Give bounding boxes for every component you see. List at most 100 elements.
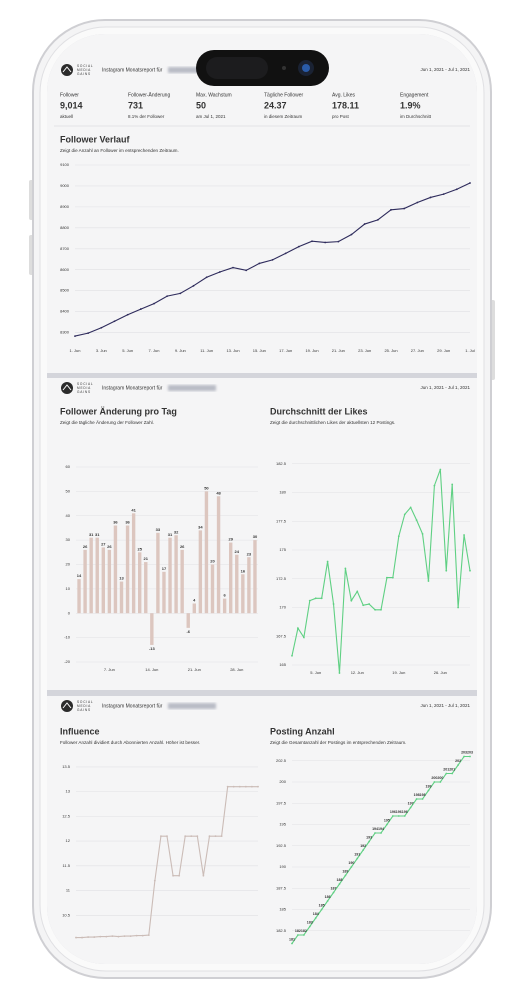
point [302,636,305,639]
stat-label: Max. Wachstum [196,92,232,98]
bar [119,581,124,614]
point [117,935,120,938]
y-tick-label: 8500 [60,288,70,293]
brand-text: GAINS [77,390,91,394]
point [386,823,388,826]
value-label: 184 [313,912,319,916]
point [363,223,366,225]
value-label: 4 [193,598,196,603]
point [226,785,229,788]
value-label: 31 [89,532,94,537]
bar [156,532,160,614]
y-tick-label: 175 [279,547,286,552]
bar [174,535,178,614]
value-label: 48 [216,490,221,495]
point [415,798,418,800]
value-label: 183 [307,920,313,924]
point [350,233,353,236]
value-label: 21 [144,556,149,561]
point [308,925,311,928]
value-label: 196 [402,810,408,814]
y-tick-label: 60 [66,464,71,469]
x-tick-label: 17. Jun [279,348,292,353]
x-tick-label: 12. Jun [351,670,364,675]
point [244,785,247,788]
y-tick-label: 180 [279,490,286,495]
value-label: 6 [224,593,227,598]
chart: Follower Verlauf Zeigt die Anzahl an Foll… [60,134,475,353]
point [344,874,347,877]
bar [95,537,99,614]
point [320,597,323,600]
logo [61,382,73,394]
bar [107,549,112,614]
y-tick-label: 30 [66,537,71,542]
point [218,271,221,273]
point [386,576,388,579]
point [172,874,174,877]
value-label: 26 [180,544,185,549]
value-label: 189 [342,869,348,873]
point [455,188,458,191]
chart-title: Posting Anzahl [270,726,335,736]
value-label: 203 [461,750,467,754]
point [362,849,365,851]
point [421,798,424,800]
chart: Posting Anzahl Zeigt die Gesamtanzahl der… [270,726,473,945]
value-label: 200 [437,776,443,780]
y-tick-label: 10.5 [62,912,71,917]
bar [162,571,166,614]
stat-value: 731 [128,100,143,110]
point [376,218,379,221]
point [356,857,359,860]
report-page [47,378,477,690]
x-tick-label: 3. Jun [96,348,107,353]
x-tick-label: 27. Jun [411,348,424,353]
point [113,320,116,323]
point [457,606,460,609]
value-label: 198 [414,793,420,797]
chart-title: Follower Verlauf [60,134,131,144]
y-tick-label: 182.5 [276,461,287,466]
point [135,934,138,937]
point [87,936,90,938]
stat-value: 9,014 [60,100,83,110]
brand-text: MEDIA [77,68,91,72]
stats: Follower 9,014 aktuell Follower-Änderung 731… [60,91,432,119]
stat-note: am Jul 1, 2021 [196,114,226,119]
point [469,755,471,758]
bar [222,598,227,614]
y-tick-label: 0 [68,610,71,615]
point [291,654,293,657]
report-title: Instagram Monatsreport für [102,385,163,391]
bar [125,525,130,614]
point [184,835,187,838]
y-tick-label: 177.5 [276,518,287,523]
point [427,580,430,582]
chart-title: Influence [60,726,100,736]
point [205,276,208,279]
point [362,604,365,607]
value-label: 50 [204,485,209,490]
y-tick-label: 170 [279,605,286,610]
report-title: Instagram Monatsreport für [102,703,163,709]
value-label: 31 [168,532,173,537]
y-tick-label: 192.5 [276,843,287,848]
point [196,835,199,838]
point [390,208,392,211]
point [208,835,211,838]
report-page [47,34,477,373]
y-tick-label: -20 [64,659,71,664]
point [332,891,335,894]
point [391,815,394,817]
point [332,603,335,605]
y-tick-label: 12.5 [62,813,71,818]
point [297,627,299,630]
point [220,835,223,838]
y-tick-label: 11.5 [63,863,71,868]
camera-dot [282,66,286,70]
point [403,207,406,210]
point [337,240,340,243]
